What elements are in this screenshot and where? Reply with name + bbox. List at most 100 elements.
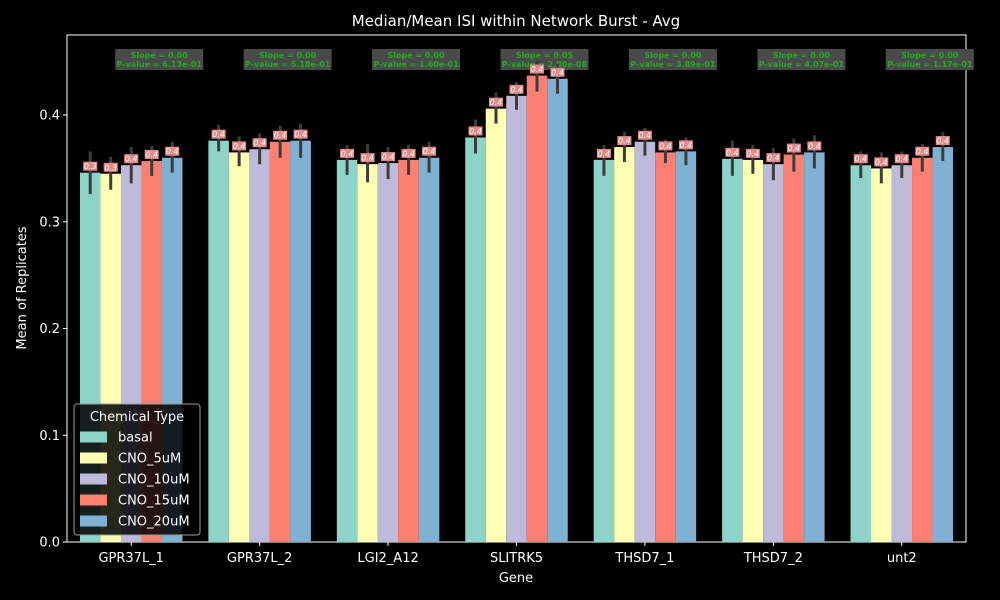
bar-label-bg [766,153,781,163]
bar [398,159,419,542]
legend-swatch [80,473,107,485]
bar [547,78,568,542]
bar-value-label: 0.4 [361,154,374,163]
bar-value-label: 0.4 [936,137,949,146]
bar-label-bg [745,148,760,158]
stat-box [115,49,204,70]
legend-swatch [80,515,107,527]
bar-label-bg [340,148,355,158]
bar-value-label: 0.4 [294,130,307,139]
bar-value-label: 0.3 [104,163,117,172]
y-tick-label: 0.3 [39,215,60,230]
bar [357,164,378,542]
legend-swatch [80,494,107,506]
bar-value-label: 0.4 [145,150,158,159]
bar-value-label: 0.4 [531,65,544,74]
bar-value-label: 0.4 [510,85,523,94]
x-tick-label: THSD7_2 [743,551,803,566]
stat-pvalue: P-value = 1.60e-01 [373,60,459,69]
bar-label-bg [915,146,930,156]
bar [269,141,291,542]
bar-value-label: 0.4 [787,144,800,153]
bar-value-label: 0.3 [84,162,97,171]
bar-label-bg [637,130,652,140]
stat-pvalue: P-value = 5.18e-01 [245,60,331,69]
bar-label-bg [211,129,226,139]
bar-label-bg [596,148,611,158]
bar-label-bg [381,152,396,162]
bar [208,140,229,542]
bar-label-bg [509,84,524,94]
bar [783,154,805,542]
x-tick-label: LGI2_A12 [357,551,418,566]
bar-label-bg [489,97,503,107]
bar-value-label: 0.4 [875,158,888,167]
bar [912,157,933,542]
bar-value-label: 0.4 [726,148,739,157]
bar [634,141,656,542]
bar [593,159,615,542]
bar [655,152,676,542]
bar-label-bg [853,154,868,164]
bar-label-bg [422,146,437,156]
bar [932,147,954,543]
legend: Chemical Type basal CNO_5uM CNO_10uM CNO_15… [73,403,201,536]
bar-value-label: 0.4 [680,141,693,150]
bar-value-label: 0.4 [125,155,138,164]
chart-title: Median/Mean ISI within Network Burst - A… [352,12,680,30]
y-axis-label: Mean of Replicates [15,226,30,349]
bar [336,159,358,542]
bar [418,157,440,542]
stat-box [500,49,589,70]
legend-swatch [80,452,107,464]
bar-label-bg [124,154,139,164]
bar-label-bg [468,126,483,136]
bar [871,168,892,542]
bar [249,149,270,542]
bar [804,152,825,542]
bar-label-bg [786,143,801,153]
x-tick-label: GPR37L_1 [98,551,164,566]
stat-slope: Slope = 0.00 [131,51,189,60]
bar-value-label: 0.4 [639,131,652,140]
y-tick-label: 0.0 [39,536,60,551]
x-tick-label: THSD7_1 [614,551,674,566]
bar-value-label: 0.4 [253,139,266,148]
y-axis: 0.0 0.1 0.2 0.3 0.4 [39,109,67,551]
bar-value-label: 0.4 [746,149,759,158]
bar-label-bg [103,162,118,172]
bar-value-label: 0.4 [341,149,354,158]
bar-value-label: 0.4 [598,149,611,158]
bar-label-bg [658,141,673,151]
bar [891,165,913,543]
bar-label-bg [232,141,247,151]
stat-pvalue: P-value = 6.13e-01 [117,60,203,69]
bar-value-label: 0.4 [808,142,821,151]
stat-slope: Slope = 0.00 [901,51,959,60]
bar [614,147,635,543]
bar-value-label: 0.4 [382,153,395,162]
x-axis: GPR37L_1 GPR37L_2 LGI2_A12 SLITRK5 THSD7_1 TH… [98,542,917,566]
bar-value-label: 0.4 [469,127,482,136]
bar-label-bg [83,161,98,171]
bar-value-label: 0.4 [166,147,179,156]
bar-label-bg [165,146,180,156]
x-tick-label: unt2 [887,551,917,566]
bar-label-bg [360,153,375,163]
bar-value-label: 0.4 [767,154,780,163]
bar-label-bg [807,141,822,151]
bar [465,137,486,543]
bar-value-label: 0.4 [551,68,564,77]
legend-entry: CNO_15uM [118,494,190,509]
bar [742,159,764,542]
bar-value-label: 0.4 [916,147,929,156]
bar-value-label: 0.4 [490,98,503,107]
bar-value-label: 0.4 [895,155,908,164]
bar-label-bg [293,129,308,139]
bar-value-label: 0.4 [618,137,631,146]
bar-value-label: 0.4 [659,142,672,151]
bar-label-bg [678,140,693,150]
bar-value-label: 0.4 [212,130,225,139]
x-tick-label: GPR37L_2 [227,551,293,566]
